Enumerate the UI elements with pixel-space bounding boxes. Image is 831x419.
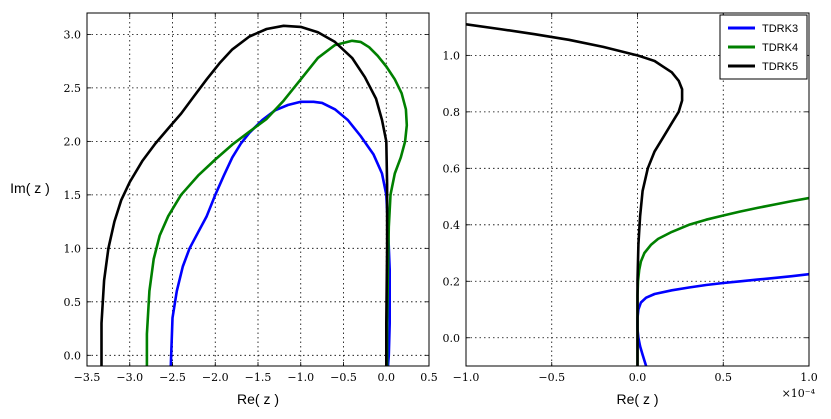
series-line-1 [145, 39, 409, 366]
x-tick-label: −3.0 [116, 371, 143, 384]
y-tick-label: 0.8 [443, 106, 461, 119]
y-tick-label: 0.4 [443, 219, 461, 232]
legend: TDRK3 TDRK4 TDRK5 [719, 14, 808, 80]
x-tick-label: −2.0 [202, 371, 229, 384]
x-tick-label: −1.5 [245, 371, 272, 384]
x-tick-label: 0.0 [629, 371, 647, 384]
y-tick-label: 1.5 [64, 189, 82, 202]
y-tick-label: 0.6 [443, 162, 461, 175]
x-tick-label: −0.5 [538, 371, 565, 384]
series-line-0 [169, 100, 391, 366]
x-tick-label: −0.5 [330, 371, 357, 384]
x-tick-label: 0.5 [420, 371, 438, 384]
y-tick-label: 3.0 [64, 28, 82, 41]
x-tick-label: −1.0 [287, 371, 314, 384]
x-axis-label: Re( z ) [237, 391, 279, 407]
y-tick-label: 0.0 [443, 332, 461, 345]
legend-entry: TDRK4 [762, 42, 798, 54]
legend-entry: TDRK5 [762, 61, 798, 73]
series-line-tdrk5 [466, 23, 684, 366]
y-tick-label: 0.2 [443, 275, 461, 288]
y-tick-label: 1.0 [64, 242, 82, 255]
x-tick-label: 0.5 [715, 371, 733, 384]
y-tick-label: 0.0 [64, 349, 82, 362]
x-scale-label: ×10⁻⁴ [782, 387, 816, 400]
right-panel: −1.0 −0.5 0.0 0.5 1.0 0.0 0.2 0.4 0.6 0.8 1.0 Re( z… [443, 12, 818, 407]
y-tick-label: 2.0 [64, 135, 82, 148]
y-tick-label: 1.0 [443, 49, 461, 62]
x-tick-label: −2.5 [159, 371, 186, 384]
x-tick-label: 1.0 [800, 371, 818, 384]
y-axis-label: Im( z ) [10, 180, 50, 196]
legend-entry: TDRK3 [762, 23, 798, 35]
x-tick-label: −3.5 [74, 371, 101, 384]
left-panel: −3.5 −3.0 −2.5 −2.0 −1.5 −1.0 −0.5 0.0 0.5 0.0 0.5… [10, 12, 438, 407]
y-tick-label: 2.5 [64, 82, 82, 95]
x-axis-label: Re( z ) [617, 391, 659, 407]
y-tick-label: 0.5 [64, 296, 82, 309]
x-tick-label: 0.0 [378, 371, 396, 384]
series-line-2 [100, 24, 389, 366]
x-tick-label: −1.0 [453, 371, 480, 384]
